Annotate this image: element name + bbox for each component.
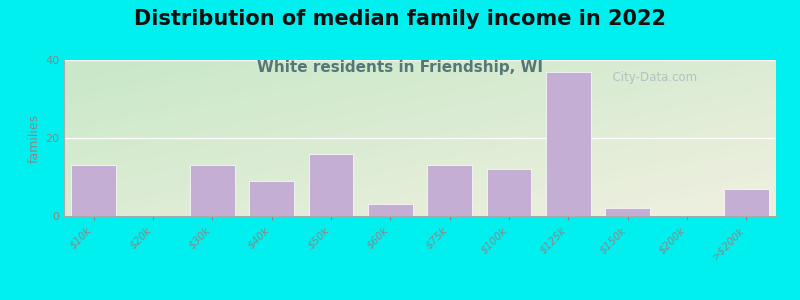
Y-axis label: families: families (28, 113, 41, 163)
Text: City-Data.com: City-Data.com (605, 71, 698, 84)
Text: White residents in Friendship, WI: White residents in Friendship, WI (257, 60, 543, 75)
Text: Distribution of median family income in 2022: Distribution of median family income in … (134, 9, 666, 29)
Bar (486, 169, 531, 216)
Bar (546, 72, 590, 216)
Bar (368, 204, 413, 216)
Bar (190, 165, 234, 216)
Bar (427, 165, 472, 216)
Bar (724, 189, 769, 216)
Bar (71, 165, 116, 216)
Bar (309, 154, 354, 216)
Bar (606, 208, 650, 216)
Bar (250, 181, 294, 216)
